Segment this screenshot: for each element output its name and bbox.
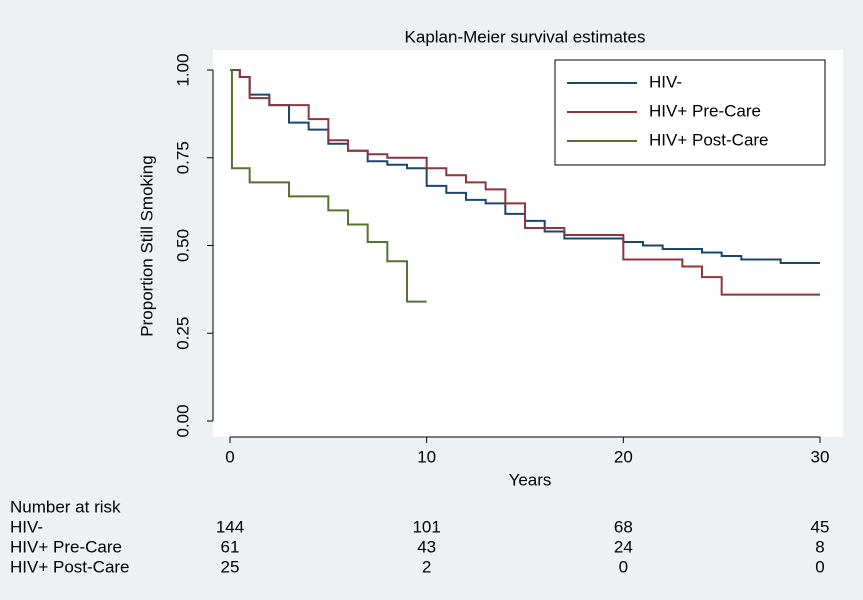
legend-label: HIV+ Pre-Care bbox=[649, 101, 761, 120]
y-tick-label: 1.00 bbox=[173, 53, 192, 86]
risk-row-label: HIV+ Post-Care bbox=[10, 557, 130, 576]
x-tick-label: 30 bbox=[811, 447, 830, 466]
x-tick-label: 20 bbox=[614, 447, 633, 466]
risk-count: 24 bbox=[614, 537, 633, 556]
y-axis-title: Proportion Still Smoking bbox=[137, 155, 156, 336]
survival-curve bbox=[230, 69, 820, 296]
chart-title: Kaplan-Meier survival estimates bbox=[405, 27, 646, 46]
risk-count: 144 bbox=[216, 517, 244, 536]
survival-curve bbox=[230, 69, 427, 303]
legend-label: HIV- bbox=[649, 72, 682, 91]
risk-count: 0 bbox=[815, 557, 824, 576]
risk-count: 61 bbox=[221, 537, 240, 556]
x-tick-label: 0 bbox=[225, 447, 234, 466]
risk-row-label: HIV- bbox=[10, 517, 43, 536]
y-tick-label: 0.75 bbox=[173, 141, 192, 174]
risk-count: 101 bbox=[412, 517, 440, 536]
survival-curve bbox=[230, 69, 820, 265]
risk-row-label: HIV+ Pre-Care bbox=[10, 537, 122, 556]
risk-count: 45 bbox=[811, 517, 830, 536]
risk-count: 25 bbox=[221, 557, 240, 576]
risk-count: 68 bbox=[614, 517, 633, 536]
y-tick-label: 0.25 bbox=[173, 317, 192, 350]
y-tick-label: 0.00 bbox=[173, 404, 192, 437]
risk-count: 2 bbox=[422, 557, 431, 576]
y-tick-label: 0.50 bbox=[173, 229, 192, 262]
legend-label: HIV+ Post-Care bbox=[649, 130, 769, 149]
risk-table-title: Number at risk bbox=[10, 497, 121, 516]
risk-count: 0 bbox=[619, 557, 628, 576]
x-axis-title: Years bbox=[509, 470, 552, 489]
risk-count: 8 bbox=[815, 537, 824, 556]
risk-count: 43 bbox=[417, 537, 436, 556]
x-tick-label: 10 bbox=[417, 447, 436, 466]
